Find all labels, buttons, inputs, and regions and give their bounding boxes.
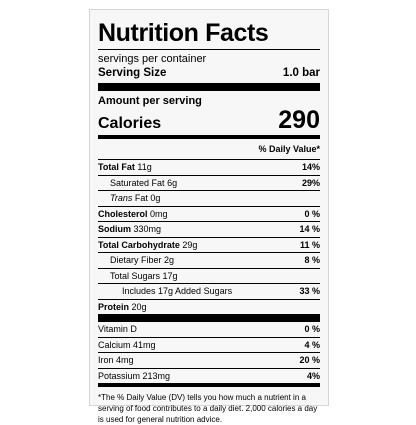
nutrition-facts-panel: Nutrition Facts servings per container S… [89,9,329,424]
nutrient-row-trans-fat: Trans Fat 0g [98,190,320,206]
divider [98,49,320,50]
nutrient-row-saturated-fat: Saturated Fat 6g 29% [98,174,320,191]
vitamin-dv: 4 % [304,339,320,350]
nutrient-dv: 33 % [299,286,320,297]
nutrient-dv: 14% [301,162,320,173]
nutrient-name: Total Carbohydrate [98,239,180,250]
nutrient-dv: 8 % [304,255,320,266]
nutrient-name: Dietary Fiber [110,255,162,266]
nutrient-amount: 6g [167,177,178,188]
nutrient-name: Cholesterol [98,208,148,219]
nutrient-row-sodium: Sodium 330mg 14 % [98,221,320,237]
vitamin-name: Potassium 213mg [98,370,171,381]
daily-value-footnote: *The % Daily Value (DV) tells you how mu… [98,393,318,424]
medium-divider [98,383,320,387]
nutrient-name: Protein [98,301,130,312]
nutrient-name: Total Fat [98,162,135,173]
nutrient-name: Total Sugars [110,270,161,281]
servings-per-container: servings per container [98,53,207,65]
nutrient-amount: 11g [137,162,152,173]
nutrient-name: Trans [110,193,133,204]
vitamin-row-calcium: Calcium 41mg 4 % [98,336,320,353]
nutrient-dv: 0 % [304,208,320,219]
nutrient-amount: 0g [150,193,161,204]
vitamin-dv: 20 % [299,355,320,366]
calories-value: 290 [278,106,320,134]
nutrient-amount: 330mg [133,224,162,235]
vitamin-dv: 0 % [304,324,320,335]
nutrient-row-total-carbohydrate: Total Carbohydrate 29g 11 % [98,236,320,253]
vitamin-name: Vitamin D [98,324,137,335]
nutrient-amount: 0mg [150,208,168,219]
thick-divider [98,314,320,322]
vitamin-name: Iron 4mg [98,355,134,366]
calories-row: Calories 290 [98,106,320,135]
nutrient-amount: 2g [164,255,175,266]
nutrient-name: Includes 17g Added Sugars [122,286,233,297]
vitamin-name: Calcium 41mg [98,339,156,350]
nutrient-row-added-sugars: Includes 17g Added Sugars 33 % [98,283,320,299]
serving-size-value: 1.0 bar [282,67,320,79]
nutrient-row-cholesterol: Cholesterol 0mg 0 % [98,205,320,222]
vitamin-dv: 4% [306,370,320,381]
nutrient-row-protein: Protein 20g [98,298,320,315]
panel-title: Nutrition Facts [98,19,269,47]
nutrient-row-dietary-fiber: Dietary Fiber 2g 8 % [98,252,320,268]
medium-divider [98,135,320,139]
calories-label: Calories [98,115,162,132]
nutrient-row-total-sugars: Total Sugars 17g [98,267,320,284]
nutrient-amount: 17g [162,270,178,281]
nutrient-row-total-fat: Total Fat 11g 14% [98,159,320,175]
nutrient-amount: 29g [182,239,198,250]
serving-size-row: Serving Size 1.0 bar [98,66,320,83]
vitamin-row-vitamin-d: Vitamin D 0 % [98,322,320,337]
nutrient-name-suffix: Fat [134,193,148,204]
nutrient-dv: 11 % [299,239,320,250]
serving-size-label: Serving Size [98,67,167,79]
nutrient-amount: 20g [131,301,147,312]
daily-value-header: % Daily Value* [258,144,320,154]
nutrient-name: Sodium [98,224,131,235]
thick-divider [98,83,320,91]
vitamin-row-potassium: Potassium 213mg 4% [98,367,320,384]
nutrient-name: Saturated Fat [110,177,165,188]
vitamin-row-iron: Iron 4mg 20 % [98,352,320,368]
nutrient-dv: 29% [301,177,320,188]
amount-per-serving: Amount per serving [98,95,202,107]
nutrient-dv: 14 % [299,224,320,235]
